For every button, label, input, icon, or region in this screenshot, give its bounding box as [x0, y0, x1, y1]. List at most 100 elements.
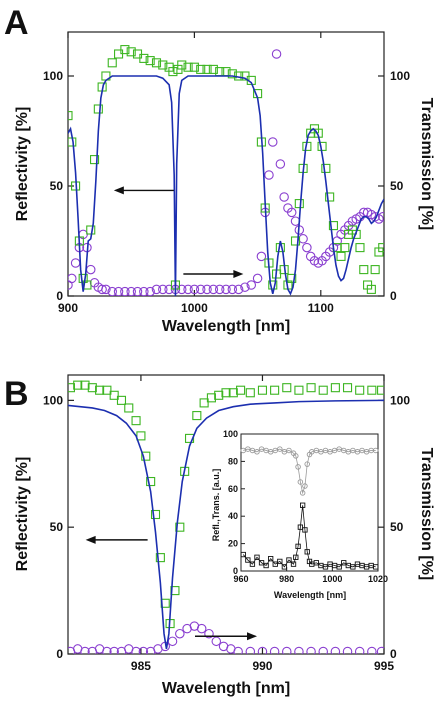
reflectivity-point: [155, 553, 165, 563]
reflectivity-point: [330, 383, 340, 393]
inset-transmission-point: [293, 554, 299, 560]
reflectivity-point: [68, 111, 73, 121]
inset-y-axis-label: Refl.,Trans. [a.u.]: [211, 469, 221, 542]
reflectivity-point: [245, 388, 255, 398]
reflectivity-point: [141, 451, 151, 461]
reflectivity-point: [355, 243, 365, 253]
reflectivity-point: [206, 393, 216, 403]
transmission-point: [252, 273, 263, 284]
arrow-head-right: [233, 270, 244, 278]
reflectivity-point: [268, 280, 278, 290]
reflectivity-point: [290, 236, 301, 246]
inset-reflection-point: [299, 490, 306, 496]
reflectivity-point: [120, 45, 130, 55]
transmission-point: [269, 646, 280, 654]
transmission-point: [377, 212, 384, 222]
transmission-point: [97, 284, 107, 295]
transmission-point: [80, 646, 90, 654]
x-tick-label-b: 990: [252, 659, 272, 673]
x-tick-label-a: 900: [58, 301, 78, 315]
transmission-point: [294, 646, 304, 654]
reflectivity-point: [192, 411, 202, 421]
reflectivity-point: [73, 380, 83, 390]
inset-y-tick-label: 100: [223, 429, 238, 439]
transmission-point: [139, 286, 149, 296]
annotation-arrows-b: [85, 535, 257, 641]
reflectivity-point: [150, 509, 161, 520]
inset-transmission-point: [263, 562, 269, 569]
panel-letter-a: A: [4, 4, 29, 42]
reflectivity-point: [214, 390, 224, 400]
transmission-point: [354, 646, 365, 654]
transmission-point: [68, 273, 77, 284]
reflectivity-point: [221, 388, 231, 398]
inset-y-tick-label: 80: [228, 456, 238, 466]
reflectivity-point: [116, 395, 127, 405]
transmission-point: [376, 646, 384, 654]
transmission-point: [240, 282, 250, 292]
transmission-point: [245, 646, 256, 654]
x-tick-label-a: 1100: [308, 301, 334, 315]
y-tick-label-left-a: 100: [43, 69, 63, 83]
reflectivity-point: [370, 265, 380, 275]
reflectivity-point: [257, 385, 268, 395]
inset-y-tick-label: 40: [228, 511, 238, 521]
y-tick-label-left-b: 0: [56, 647, 63, 661]
inset-x-tick-label: 960: [233, 574, 248, 584]
inset-transmission-point: [258, 560, 265, 566]
inset-reflection-point: [304, 461, 310, 467]
inset-transmission-point: [297, 524, 304, 530]
inset-y-tick-label: 20: [228, 539, 238, 549]
transmission-point: [68, 280, 73, 290]
inset-transmission-point: [373, 564, 379, 570]
transmission-point: [158, 284, 168, 295]
inset-transmission-point: [281, 564, 288, 570]
inset-transmission-point: [341, 560, 347, 566]
x-tick-label-b: 985: [131, 659, 151, 673]
y-axis-label-right-a: Transmission [%]: [418, 98, 435, 230]
reflectivity-point: [89, 155, 100, 165]
reflectivity-point: [282, 383, 292, 393]
y-tick-label-left-a: 0: [56, 289, 63, 303]
reflectivity-point: [227, 69, 237, 79]
reflectivity-point: [168, 67, 178, 77]
reflectivity-point: [124, 403, 134, 413]
arrow-head-right: [247, 632, 257, 641]
inset-reflection-point: [293, 453, 299, 459]
arrow-head-left: [85, 535, 96, 544]
x-axis-label-b: Wavelength [nm]: [162, 680, 290, 697]
inset-axis-ticks: 960 980 1000 1020 0 20 40 60 80 100: [223, 429, 388, 584]
transmission-point: [286, 207, 297, 218]
transmission-point: [257, 646, 268, 654]
x-tick-label-b: 995: [374, 659, 394, 673]
transmission-point: [195, 284, 206, 295]
inset-transmission-point: [322, 564, 329, 570]
inset-reflection-point: [297, 479, 304, 485]
y-tick-label-right-b: 100: [390, 393, 410, 407]
transmission-series-b: [68, 621, 384, 654]
inset-reflection-point: [254, 449, 260, 455]
transmission-point: [145, 286, 155, 296]
transmission-point: [246, 280, 257, 290]
reflectivity-point: [228, 388, 238, 398]
reflectivity-point: [202, 64, 212, 74]
transmission-point: [298, 234, 308, 244]
y-axis-label-left-a: Reflectivity [%]: [14, 107, 31, 222]
arrow-head-left: [113, 186, 124, 195]
inset-transmission-point: [245, 557, 251, 563]
reflectivity-point: [270, 385, 280, 395]
transmission-point: [211, 636, 222, 647]
reflectivity-point: [355, 385, 365, 395]
y-axis-label-right-b: Transmission [%]: [418, 448, 435, 580]
transmission-point: [318, 646, 328, 654]
reflectivity-point: [340, 243, 350, 253]
inset-series: [240, 446, 379, 570]
transmission-point: [131, 646, 141, 654]
transmission-point: [196, 623, 207, 634]
reflectivity-point: [131, 416, 141, 426]
y-tick-label-left-a: 50: [50, 179, 64, 193]
transmission-point: [126, 286, 136, 296]
y-tick-label-left-b: 50: [50, 520, 64, 534]
inset-transmission-point: [304, 549, 310, 555]
